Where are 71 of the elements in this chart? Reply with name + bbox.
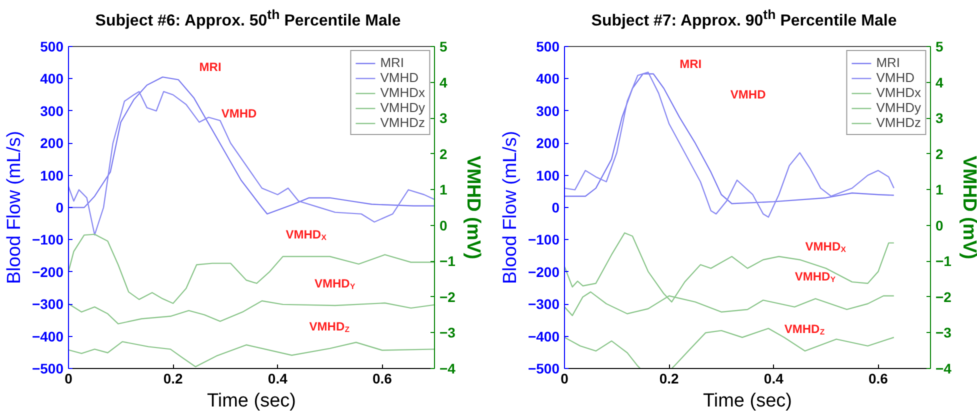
y2-tick-label: 1: [440, 182, 448, 198]
x-tick-label: 0.4: [764, 370, 784, 386]
y-tick-label: −500: [32, 360, 64, 376]
legend-label: MRI: [876, 55, 900, 70]
y-tick-label: 300: [536, 102, 560, 119]
y2-axis-title: VMHD (mV): [462, 156, 484, 260]
legend-label: VMHDz: [380, 115, 425, 130]
y-tick-label: −200: [32, 264, 64, 280]
y-axis-title: Blood Flow (mL/s): [500, 130, 521, 284]
annotation: VMHD: [730, 87, 766, 102]
x-tick-label: 0.6: [868, 370, 888, 386]
y2-tick-label: 1: [936, 182, 944, 198]
chart-title: Subject #7: Approx. 90$^{th}$ Percentile Male: [591, 6, 897, 32]
y-tick-label: 0: [552, 200, 560, 216]
y2-tick-label: −3: [440, 324, 456, 341]
x-tick-label: 0.2: [163, 370, 184, 386]
y2-tick-label: 0: [936, 217, 944, 234]
annotation: MRI: [680, 56, 702, 71]
y2-tick-label: 3: [936, 110, 944, 126]
legend-label: MRI: [380, 55, 404, 70]
y2-tick-label: −3: [936, 324, 952, 341]
y-tick-label: −400: [528, 328, 560, 344]
legend-label: VMHDx: [876, 85, 921, 100]
y-tick-label: −100: [528, 232, 560, 248]
y-tick-label: −100: [32, 232, 64, 248]
annotation: VMHD: [221, 106, 257, 121]
y2-tick-label: 5: [936, 38, 944, 54]
y-tick-label: −300: [32, 296, 64, 312]
x-tick-label: 0.2: [659, 370, 680, 386]
y2-tick-label: −4: [936, 360, 952, 376]
y-tick-label: 400: [40, 70, 64, 87]
y2-tick-label: −1: [936, 253, 952, 270]
y-axis-title: Blood Flow (mL/s): [4, 130, 25, 284]
y-tick-label: 200: [40, 135, 64, 152]
y2-tick-label: −2: [936, 288, 952, 305]
y2-tick-label: −2: [440, 288, 456, 305]
y-tick-label: 100: [40, 167, 64, 184]
y2-tick-label: 4: [936, 74, 944, 90]
legend-label: VMHD: [380, 70, 418, 85]
legend-label: VMHDz: [876, 115, 921, 130]
legend-label: VMHD: [876, 70, 914, 85]
y2-tick-label: 3: [440, 110, 448, 126]
legend-label: VMHDy: [380, 100, 425, 115]
y-tick-label: 0: [56, 200, 64, 216]
y2-tick-label: −1: [440, 253, 456, 270]
x-axis-title: Time (sec): [206, 390, 296, 411]
y2-tick-label: 0: [440, 217, 448, 234]
legend-label: VMHDy: [876, 100, 921, 115]
y-tick-label: 300: [40, 102, 64, 119]
legend-label: VMHDx: [380, 85, 425, 100]
y2-tick-label: −4: [440, 360, 456, 376]
y2-tick-label: 2: [936, 146, 944, 162]
y2-tick-label: 4: [440, 74, 448, 90]
y-tick-label: 200: [536, 135, 560, 152]
x-tick-label: 0.4: [268, 370, 288, 386]
annotation: MRI: [199, 60, 222, 74]
y-tick-label: 400: [536, 70, 560, 87]
x-tick-label: 0.6: [372, 370, 392, 386]
y2-tick-label: 5: [440, 38, 448, 54]
y-tick-label: −200: [528, 264, 560, 280]
chart-title: Subject #6: Approx. 50$^{th}$ Percentile Male: [95, 6, 401, 32]
line-series: [68, 341, 434, 368]
y2-axis-title: VMHD (mV): [958, 156, 977, 260]
y-tick-label: 500: [40, 38, 64, 54]
y-tick-label: 500: [536, 38, 560, 54]
y-tick-label: 100: [536, 167, 560, 184]
y-tick-label: −300: [528, 296, 560, 312]
y-tick-label: −500: [528, 360, 560, 376]
y2-tick-label: 2: [440, 146, 448, 162]
y-tick-label: −400: [32, 328, 64, 344]
x-axis-title: Time (sec): [702, 390, 792, 411]
